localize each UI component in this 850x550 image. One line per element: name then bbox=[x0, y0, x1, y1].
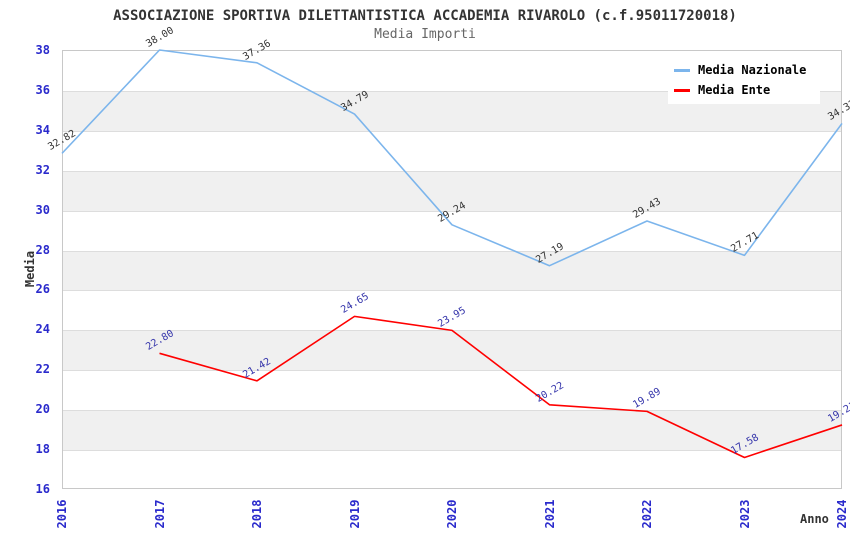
legend-item-media-nazionale[interactable]: Media Nazionale bbox=[674, 60, 820, 80]
gridline bbox=[63, 290, 841, 292]
legend-line-marker bbox=[674, 68, 690, 72]
y-axis-tick-label: 30 bbox=[35, 202, 50, 217]
gridline bbox=[63, 370, 841, 372]
y-axis-tick-label: 18 bbox=[35, 442, 50, 457]
y-axis-tick-label: 28 bbox=[35, 242, 50, 257]
gridline bbox=[63, 90, 841, 92]
y-axis-tick-label: 22 bbox=[35, 362, 50, 377]
y-axis-tick-label: 32 bbox=[35, 162, 50, 177]
gridline bbox=[63, 170, 841, 172]
gridline bbox=[63, 250, 841, 252]
y-axis-tick-label: 26 bbox=[35, 282, 50, 297]
y-axis-tick-label: 20 bbox=[35, 402, 50, 417]
legend-item-media-ente[interactable]: Media Ente bbox=[674, 80, 820, 100]
legend-label: Media Nazionale bbox=[698, 63, 807, 77]
legend-label: Media Ente bbox=[698, 83, 771, 97]
y-axis-tick-label: 16 bbox=[35, 482, 50, 496]
series-line-media-ente bbox=[159, 315, 843, 459]
y-axis-tick-label: 38 bbox=[35, 43, 50, 57]
legend-line-marker bbox=[674, 88, 690, 92]
y-axis-tick-label: 24 bbox=[35, 322, 50, 337]
gridline bbox=[63, 210, 841, 212]
gridline bbox=[63, 450, 841, 452]
plot-band bbox=[63, 250, 841, 291]
y-axis-tick-label: 34 bbox=[35, 122, 50, 137]
gridline bbox=[63, 410, 841, 412]
y-axis-tick-label: 36 bbox=[35, 82, 50, 97]
chart-title: ASSOCIAZIONE SPORTIVA DILETTANTISTICA AC… bbox=[113, 8, 737, 24]
gridline bbox=[63, 130, 841, 132]
plot-band bbox=[63, 170, 841, 211]
x-axis-title: Anno bbox=[800, 512, 829, 526]
legend: Media Nazionale Media Ente bbox=[668, 56, 820, 104]
plot-band bbox=[63, 330, 841, 371]
series-line-media-nazionale bbox=[61, 49, 843, 267]
plot-area bbox=[62, 50, 842, 489]
chart-subtitle: Media Importi bbox=[374, 27, 476, 42]
plot-band bbox=[63, 410, 841, 451]
